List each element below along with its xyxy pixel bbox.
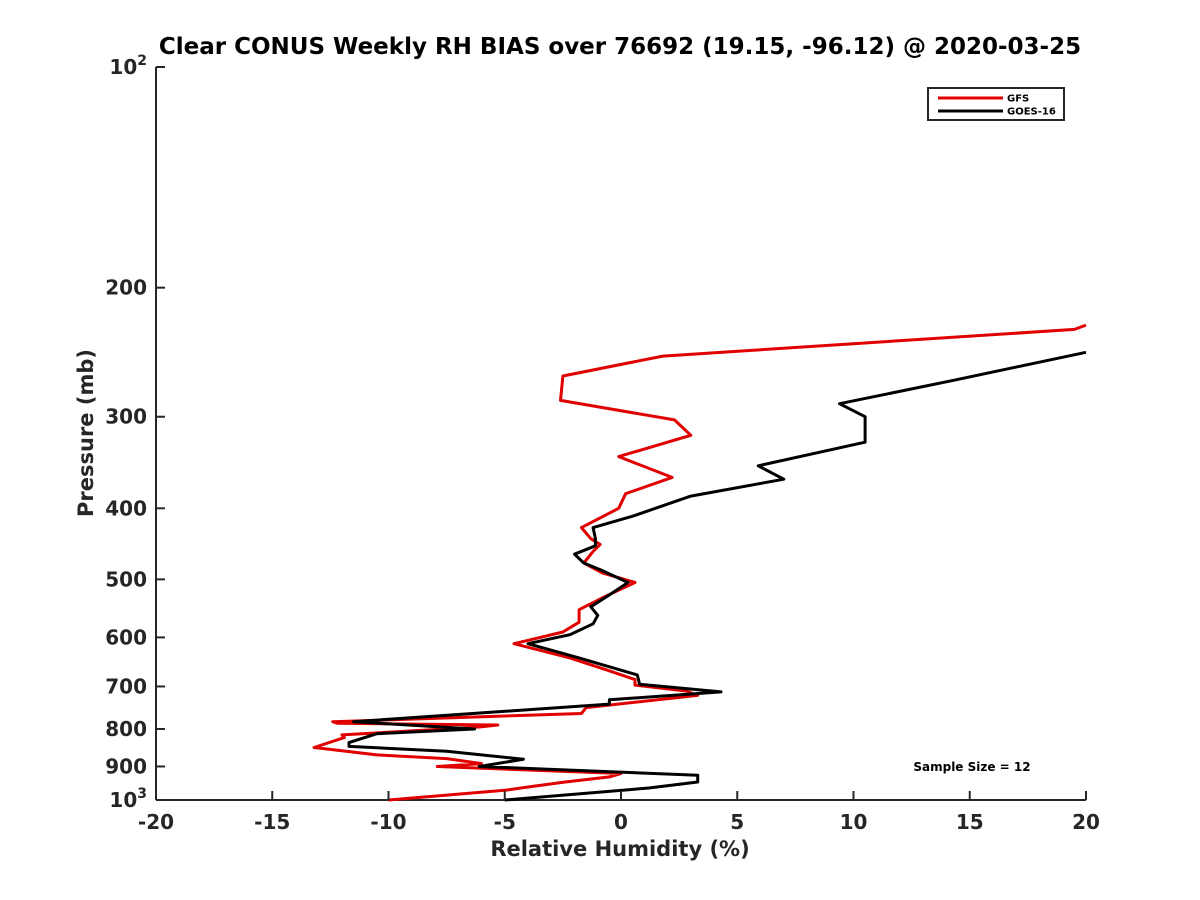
y-tick-label: 300 — [105, 405, 147, 429]
x-tick-label: -5 — [494, 810, 516, 834]
x-tick-label: 20 — [1072, 810, 1100, 834]
x-tick-label: -15 — [254, 810, 290, 834]
series-line-gfs — [312, 323, 1087, 802]
x-tick-label: 15 — [956, 810, 984, 834]
y-tick-label: 600 — [105, 625, 147, 649]
plot-area: -20 -15 -10 -5 0 5 10 15 20 102 200 300 400 500 600 70… — [105, 53, 1100, 834]
x-tick-label: -20 — [138, 810, 174, 834]
y-tick-label: 800 — [105, 717, 147, 741]
x-axis-title: Relative Humidity (%) — [490, 837, 749, 861]
x-tick-label: 10 — [840, 810, 868, 834]
y-tick-label: 103 — [109, 786, 147, 812]
y-axis-ticks: 102 200 300 400 500 600 700 800 900 103 — [105, 53, 165, 812]
x-tick-label: -10 — [370, 810, 406, 834]
legend-label-gfs: GFS — [1007, 94, 1029, 105]
sample-size-label: Sample Size = 12 — [913, 760, 1030, 774]
x-tick-label: 0 — [614, 810, 628, 834]
y-tick-label: 200 — [105, 276, 147, 300]
y-tick-label: 900 — [105, 754, 147, 778]
legend-label-goes-16: GOES-16 — [1007, 107, 1056, 118]
y-tick-label: 400 — [105, 496, 147, 520]
y-tick-label: 500 — [105, 567, 147, 591]
y-tick-label: 102 — [109, 53, 147, 79]
legend: GFS GOES-16 — [927, 87, 1065, 121]
x-axis-ticks: -20 -15 -10 -5 0 5 10 15 20 — [138, 791, 1100, 834]
chart-title: Clear CONUS Weekly RH BIAS over 76692 (1… — [159, 34, 1081, 60]
series-line-goes-16 — [347, 350, 1087, 802]
y-tick-label: 700 — [105, 674, 147, 698]
series-layer — [312, 323, 1087, 802]
y-axis-title: Pressure (mb) — [74, 349, 98, 517]
x-tick-label: 5 — [730, 810, 744, 834]
legend-box — [927, 87, 1065, 121]
